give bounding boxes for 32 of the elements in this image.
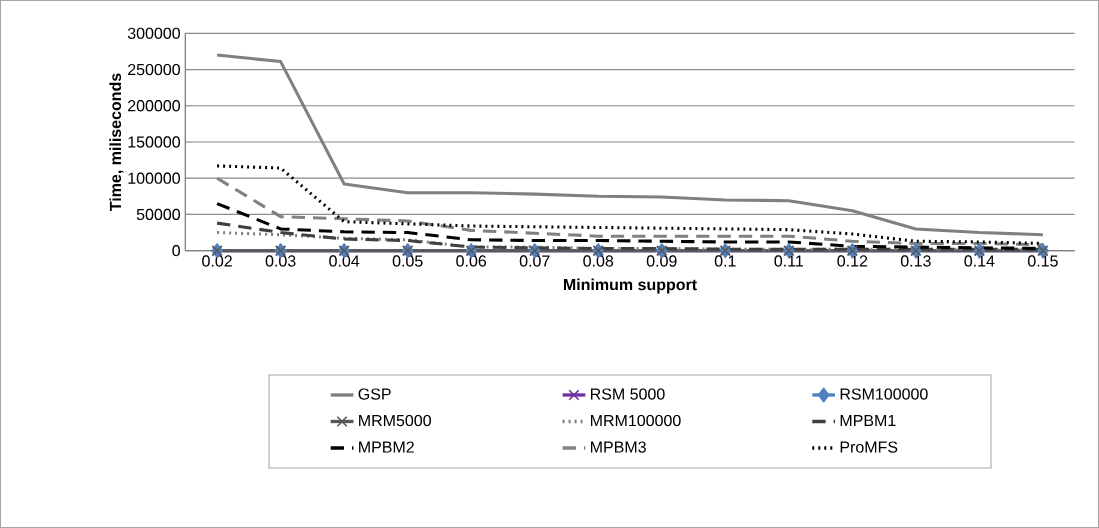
y-tick-label: 50000 [136, 208, 181, 221]
x-tick-label: 0.08 [583, 255, 614, 267]
legend-label: MPBM3 [591, 441, 646, 453]
legend-label: MRM5000 [359, 414, 431, 427]
x-tick-label: 0.14 [964, 255, 995, 267]
x-tick-label: 0.02 [202, 255, 232, 267]
legend-label: GSP [358, 388, 391, 400]
y-tick-label: 300000 [127, 27, 180, 39]
y-tick-label: 0 [172, 245, 181, 257]
y-tick-label: 200000 [128, 100, 180, 112]
x-tick-label: 0.15 [1027, 255, 1058, 267]
y-tick-label: 150000 [128, 136, 180, 148]
legend-label: RSM100000 [840, 388, 928, 400]
x-tick-label: 0.11 [774, 255, 803, 267]
legend-label: MPBM2 [359, 441, 414, 453]
x-tick-label: 0.12 [837, 255, 868, 267]
y-tick-label: 250000 [128, 63, 180, 76]
legend-label: RSM 5000 [591, 388, 665, 400]
legend-label: MRM100000 [591, 414, 681, 427]
x-axis-title: Minimum support [563, 278, 697, 294]
y-axis-title: Time, miliseconds [109, 73, 124, 212]
x-tick-label: 0.1 [714, 255, 736, 267]
legend-label: MPBM1 [840, 415, 896, 426]
x-tick-label: 0.09 [646, 255, 677, 267]
y-tick-label: 100000 [128, 172, 180, 184]
x-tick-label: 0.04 [329, 255, 360, 267]
x-tick-label: 0.07 [519, 255, 550, 267]
x-tick-label: 0.03 [265, 255, 296, 267]
legend-label: ProMFS [840, 441, 898, 453]
x-tick-label: 0.06 [456, 255, 487, 267]
x-tick-label: 0.13 [900, 255, 931, 267]
x-tick-label: 0.05 [392, 255, 423, 267]
